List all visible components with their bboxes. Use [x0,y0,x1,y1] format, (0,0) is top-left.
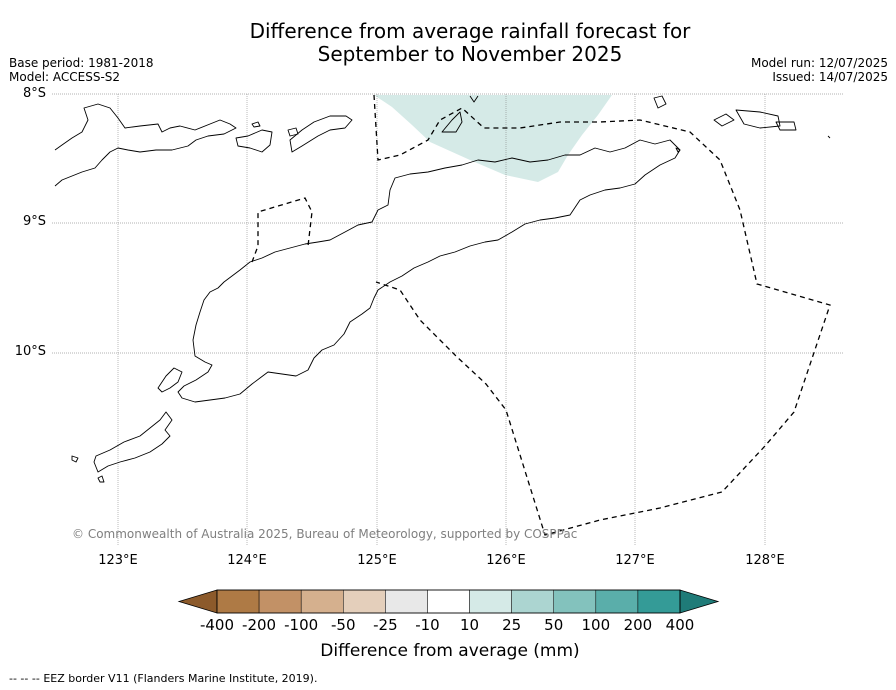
wetar-coastline [441,111,463,133]
sumba-coastline [93,411,173,473]
rote-coastline [157,367,183,393]
lon-label-126e: 126°E [486,553,526,568]
colorbar-label: Difference from average (mm) [320,641,580,661]
colorbar-segment [427,589,470,614]
base-period: Base period: 1981-2018 [9,56,154,70]
lakor-coastline [775,121,797,131]
colorbar-segment [343,589,386,614]
colorbar-tick-label: 50 [544,616,564,634]
base-info: Base period: 1981-2018 Model: ACCESS-S2 [9,56,154,84]
eez-border-north [373,94,831,536]
colorbar-segment [258,589,302,614]
colorbar-tick-label: 100 [581,616,611,634]
eez-border-oecusse [251,197,313,263]
lon-label-124e: 124°E [227,553,267,568]
tiny-island-east [827,135,831,139]
lat-label-10s: 10°S [14,344,46,359]
colorbar-tick-label: -25 [373,616,398,634]
lon-label-125e: 125°E [357,553,397,568]
anomaly-area [374,95,612,182]
sumba-islet [97,475,105,483]
run-info: Model run: 12/07/2025 Issued: 14/07/2025 [751,56,888,84]
title-line-1: Difference from average rainfall forecas… [249,19,691,43]
lon-label-127e: 127°E [615,553,655,568]
eez-borders [251,94,831,536]
lat-label-9s: 9°S [22,214,46,229]
colorbar-segment [637,589,681,614]
colorbar-segments [177,589,720,614]
colorbar-tick-label: 400 [665,616,695,634]
jaco-coastline [675,147,681,153]
eez-source-note: EEZ border V11 (Flanders Marine Institut… [43,672,318,685]
eez-legend-marker: -- -- -- [9,672,40,685]
alor-east-coastline [289,115,353,153]
wetar-north-coastline [469,95,479,103]
title-line-2: September to November 2025 [317,42,623,66]
footnote: -- -- -- EEZ border V11 (Flanders Marine… [9,672,317,685]
small-island-2 [251,121,261,128]
moa-coastline [735,109,781,129]
issued-date: Issued: 14/07/2025 [772,70,888,84]
colorbar-extend-low [177,589,218,614]
colorbar-outline [216,589,681,614]
colorbar-tick-label: -100 [284,616,319,634]
lon-label-128e: 128°E [745,553,785,568]
colorbar-segment [469,589,512,614]
colorbar-tick-label: 10 [459,616,480,634]
colorbar-tick-label: -50 [331,616,356,634]
lon-label-123e: 123°E [98,553,138,568]
copyright-notice: © Commonwealth of Australia 2025, Bureau… [72,527,578,541]
flores-coastline [54,103,237,187]
colorbar-segment [216,589,260,614]
colorbar-tick-label: -200 [242,616,277,634]
colorbar-segment [553,589,597,614]
leti-coastline [713,113,735,127]
lat-label-8s: 8°S [22,86,46,101]
savu-coastline [71,455,79,463]
colorbar-segment [385,589,428,614]
alor-coastline [235,129,273,153]
colorbar-segment [511,589,554,614]
colorbar-segment [300,589,344,614]
colorbar-tick-label: 25 [502,616,522,634]
model-name: Model: ACCESS-S2 [9,70,121,84]
map-title: Difference from average rainfall forecas… [170,20,770,66]
colorbar-tick-label: 200 [623,616,653,634]
small-island-1 [287,127,299,137]
model-run: Model run: 12/07/2025 [750,56,888,70]
kisar-coastline [653,95,667,109]
colorbar-segment [595,589,639,614]
colorbar-tick-label: -10 [415,616,440,634]
colorbar-tick-label: -400 [199,616,235,634]
coastlines [54,95,831,483]
timor-coastline [177,139,681,403]
colorbar-extend-high [679,589,720,614]
